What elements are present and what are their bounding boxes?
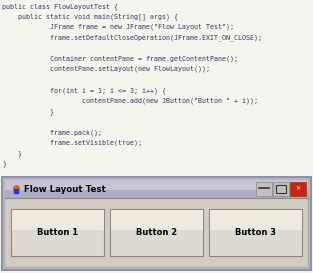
FancyBboxPatch shape bbox=[210, 210, 303, 257]
Text: Button 1: Button 1 bbox=[37, 228, 78, 237]
FancyBboxPatch shape bbox=[11, 209, 104, 256]
FancyBboxPatch shape bbox=[209, 209, 302, 256]
FancyBboxPatch shape bbox=[110, 209, 203, 256]
FancyBboxPatch shape bbox=[5, 180, 308, 198]
FancyBboxPatch shape bbox=[290, 182, 306, 196]
Text: Button 3: Button 3 bbox=[235, 228, 276, 237]
Text: contentPane.add(new JButton("Button " + i));: contentPane.add(new JButton("Button " + … bbox=[2, 97, 258, 104]
FancyBboxPatch shape bbox=[110, 210, 203, 230]
Text: ✕: ✕ bbox=[295, 186, 300, 191]
Text: public class FlowLayoutTest {: public class FlowLayoutTest { bbox=[2, 3, 118, 10]
Text: JFrame frame = new JFrame("Flow Layout Test");: JFrame frame = new JFrame("Flow Layout T… bbox=[2, 24, 234, 31]
Text: }: } bbox=[2, 161, 6, 167]
FancyBboxPatch shape bbox=[5, 180, 308, 190]
FancyBboxPatch shape bbox=[111, 210, 204, 257]
FancyBboxPatch shape bbox=[273, 182, 289, 196]
FancyBboxPatch shape bbox=[5, 180, 308, 267]
FancyBboxPatch shape bbox=[2, 177, 311, 270]
Text: Button 2: Button 2 bbox=[136, 228, 177, 237]
FancyBboxPatch shape bbox=[256, 182, 272, 196]
Text: }: } bbox=[2, 108, 54, 115]
Text: Container contentPane = frame.getContentPane();: Container contentPane = frame.getContent… bbox=[2, 55, 238, 62]
Text: }: } bbox=[2, 150, 22, 157]
Text: frame.setDefaultCloseOperation(JFrame.EXIT_ON_CLOSE);: frame.setDefaultCloseOperation(JFrame.EX… bbox=[2, 34, 262, 41]
Text: frame.setVisible(true);: frame.setVisible(true); bbox=[2, 140, 142, 146]
FancyBboxPatch shape bbox=[12, 210, 104, 230]
FancyBboxPatch shape bbox=[12, 210, 105, 257]
Text: contentPane.setLayout(new FlowLayout());: contentPane.setLayout(new FlowLayout()); bbox=[2, 66, 210, 73]
Text: for(int i = 1; i <= 3; i++) {: for(int i = 1; i <= 3; i++) { bbox=[2, 87, 166, 94]
Text: public static void main(String[] args) {: public static void main(String[] args) { bbox=[2, 13, 178, 20]
Text: frame.pack();: frame.pack(); bbox=[2, 129, 102, 135]
FancyBboxPatch shape bbox=[5, 198, 308, 267]
Text: Flow Layout Test: Flow Layout Test bbox=[24, 185, 106, 194]
FancyBboxPatch shape bbox=[209, 210, 301, 230]
